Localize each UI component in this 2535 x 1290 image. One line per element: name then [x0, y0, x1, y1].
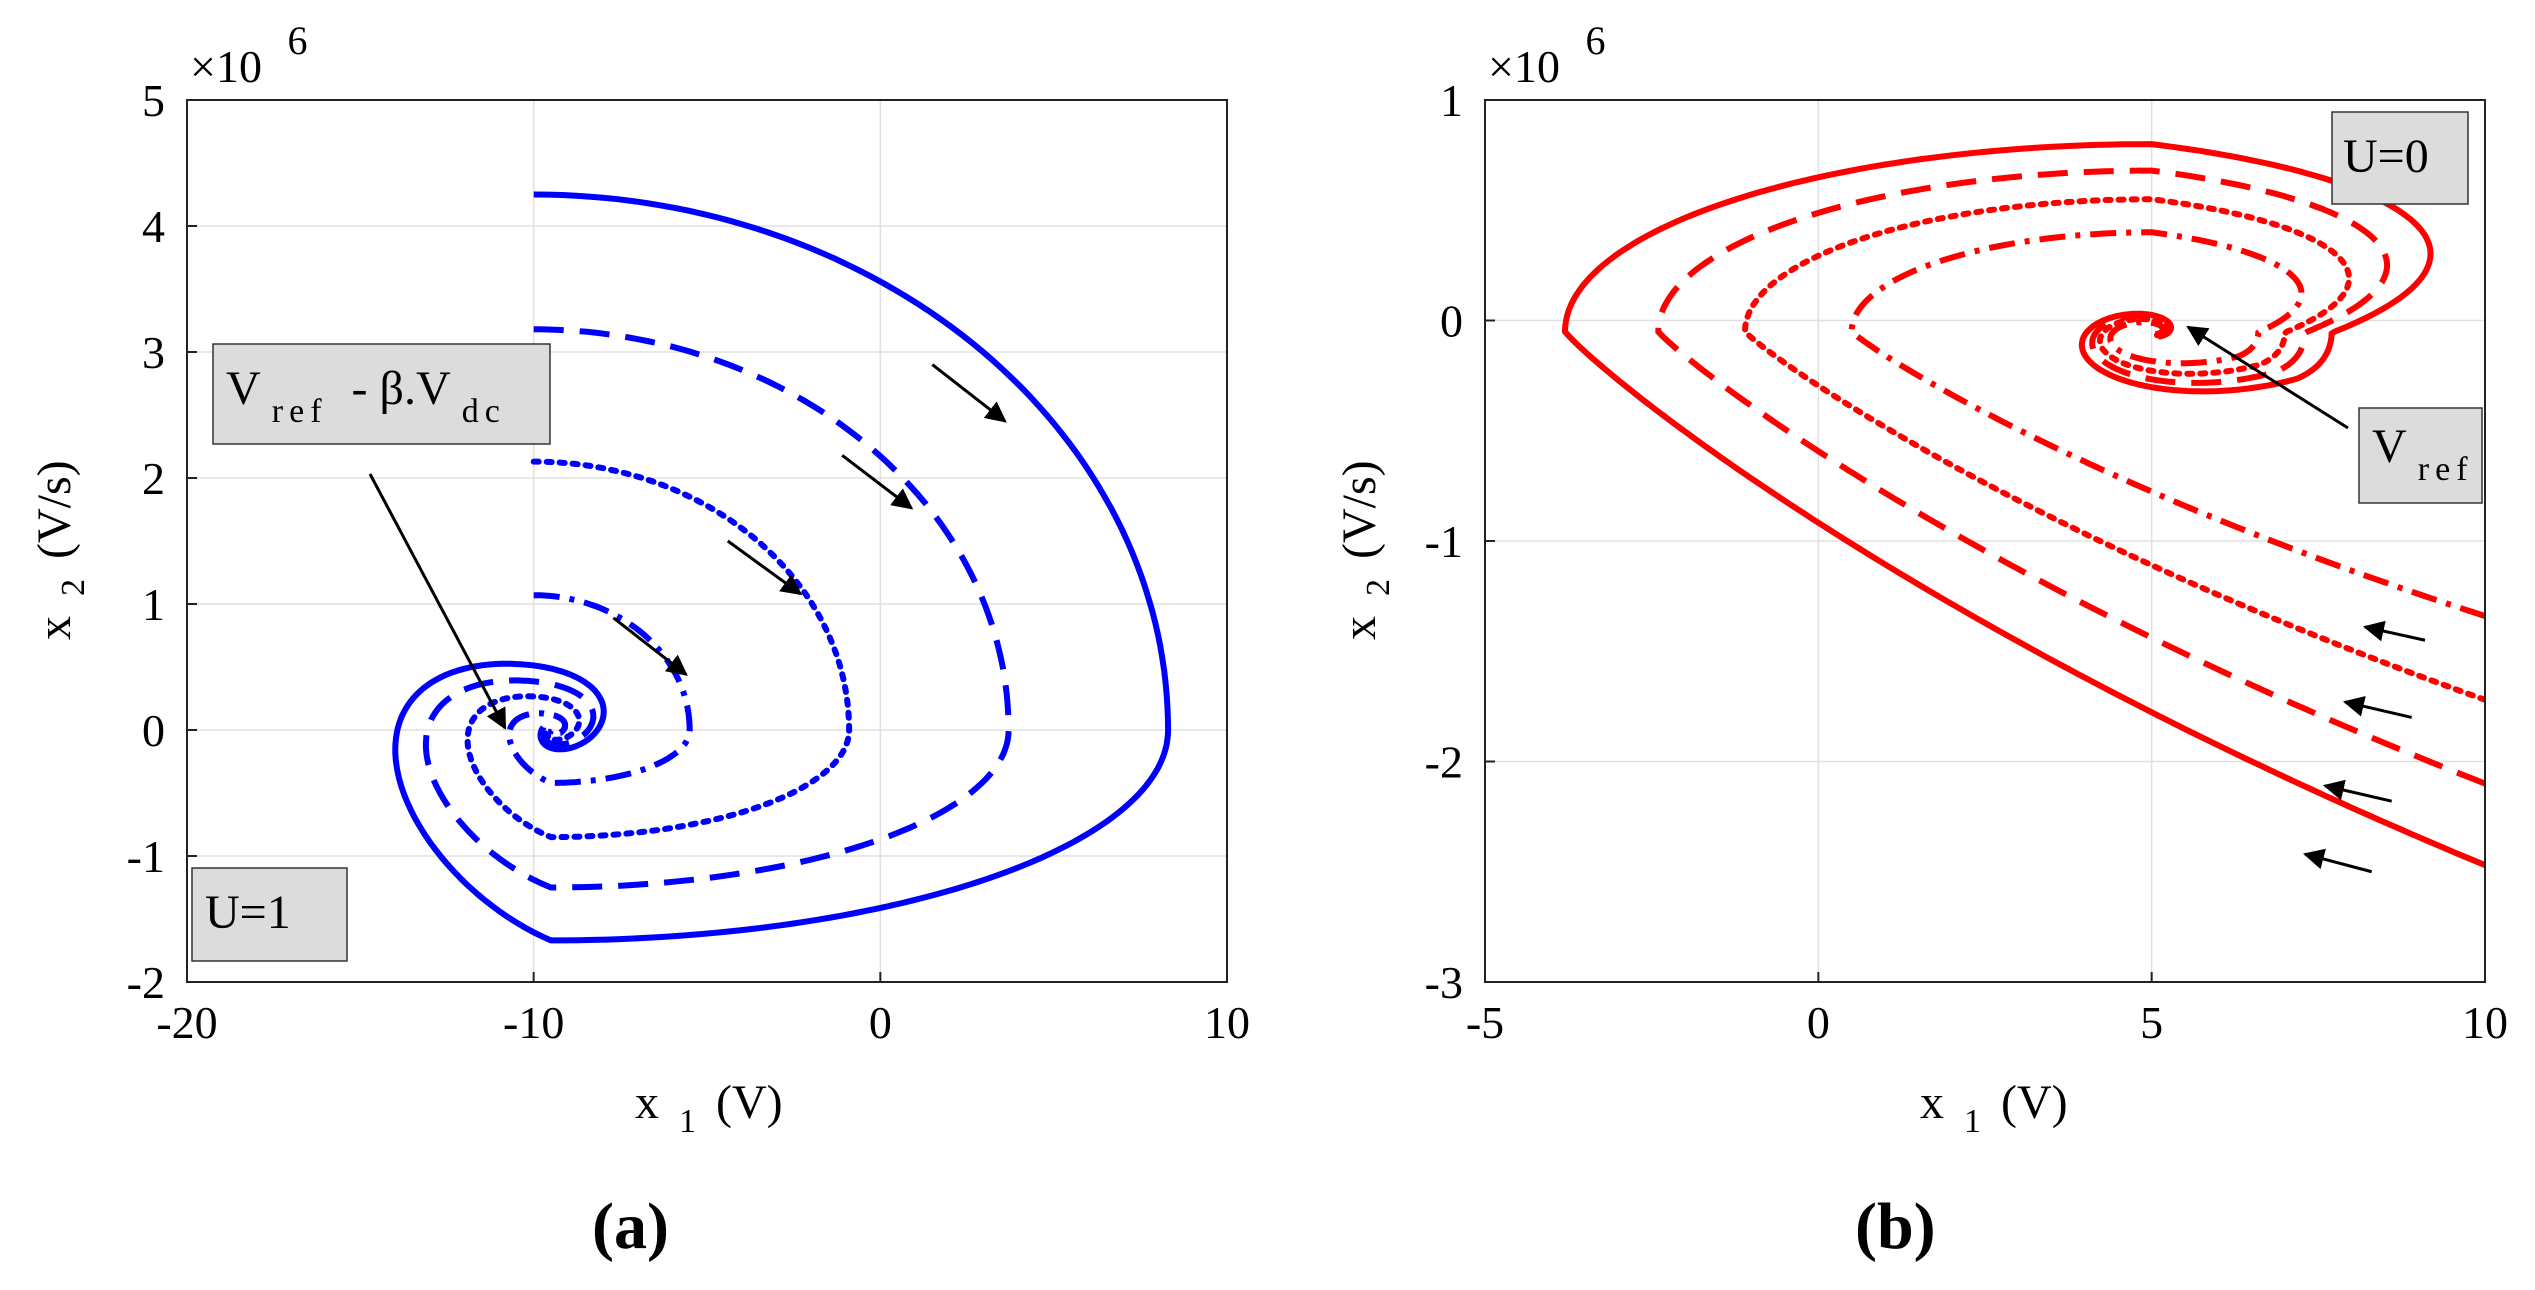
chart-a-xtick-label: -20 [156, 997, 217, 1048]
chart-a-xtick-label: 0 [869, 997, 892, 1048]
chart-b-xtick-label: 5 [2140, 997, 2163, 1048]
chart-a-ylabel-unit: (V/s) [28, 460, 81, 559]
chart-a-u-box [191, 867, 348, 962]
chart-b-series-dashed [1655, 167, 2485, 787]
chart-b-ylabel-main: x [1333, 616, 1386, 640]
chart-b-callout-vref: V ref [2186, 325, 2483, 504]
chart-b-xlabel-main: x [1920, 1076, 1944, 1129]
chart-b-callout-u-value: U=0 [2331, 111, 2469, 205]
chart-a-callout-main: V [226, 362, 261, 415]
chart-a-ytick-label: 1 [142, 579, 165, 630]
chart-b-direction-arrows [2302, 620, 2426, 874]
chart-a-direction-arrow [931, 363, 1007, 423]
chart-a-ylabel-sub: 2 [55, 579, 92, 596]
chart-a-exponent-power: 6 [287, 18, 307, 63]
chart-b-series-dashdot [1848, 229, 2485, 619]
chart-a-callout-sub1: ref [272, 393, 328, 430]
chart-b-xlabel: x 1 (V) [1920, 1076, 2068, 1143]
chart-a-direction-arrow [841, 454, 914, 510]
chart-b-callout-main: V [2372, 420, 2407, 473]
chart-b-u-box [2331, 111, 2469, 205]
chart-b-ytick-label: -3 [1425, 957, 1463, 1008]
chart-a-panel-label: (a) [592, 1190, 669, 1263]
chart-a-exponent: ×10 6 [190, 18, 307, 92]
chart-a-callout-sub2: dc [462, 393, 506, 430]
chart-a-xtick-label: 10 [1204, 997, 1250, 1048]
chart-b: -5 0 5 10 -3 -2 -1 0 1 ×10 6 x 1 (V) x 2 (V/s) V… [1333, 18, 2508, 1263]
chart-b-ytick-label: 0 [1440, 296, 1463, 347]
chart-b-xtick-label: 0 [1807, 997, 1830, 1048]
chart-b-xlabel-sub: 1 [1964, 1103, 1981, 1140]
chart-a-ytick-label: 2 [142, 453, 165, 504]
chart-a-callout-mid: - β.V [340, 362, 451, 415]
chart-b-xtick-label: -5 [1466, 997, 1504, 1048]
chart-a-direction-arrow [612, 616, 688, 676]
chart-a-series-solid [392, 191, 1172, 944]
chart-a-xlabel-unit: (V) [716, 1076, 783, 1129]
chart-a-ylabel-main: x [28, 616, 81, 640]
chart-a-xtick-label: -10 [503, 997, 564, 1048]
chart-b-xtick-label: 10 [2462, 997, 2508, 1048]
chart-b-u-text: U=0 [2343, 130, 2429, 183]
chart-a-ytick-label: 5 [142, 75, 165, 126]
chart-a-xlabel: x 1 (V) [635, 1076, 783, 1143]
chart-a-callout-u-value: U=1 [191, 867, 348, 962]
chart-b-callout-sub1: ref [2418, 451, 2474, 488]
chart-b-series-solid [1562, 141, 2485, 868]
chart-a-frame [186, 99, 1228, 983]
chart-a-plot-area [187, 100, 1227, 982]
chart-a-direction-arrows [612, 363, 1007, 676]
chart-b-exponent-base: ×10 [1488, 41, 1560, 92]
chart-b-exponent-power: 6 [1585, 18, 1605, 63]
chart-a-series-dashdot [506, 592, 693, 786]
chart-b-direction-arrow [2342, 695, 2413, 719]
chart-a-exponent-base: ×10 [190, 41, 262, 92]
chart-b-ticks: -5 0 5 10 -3 -2 -1 0 1 [1425, 75, 2508, 1048]
chart-a-ytick-label: -2 [127, 957, 165, 1008]
chart-b-callout-pointer [2186, 325, 2349, 430]
chart-a-ytick-label: 3 [142, 327, 165, 378]
chart-a-direction-arrow [726, 539, 803, 596]
chart-b-curves [1562, 141, 2485, 868]
chart-a-ytick-label: 0 [142, 705, 165, 756]
chart-a-ylabel: x 2 (V/s) [28, 460, 95, 640]
chart-b-ytick-label: 1 [1440, 75, 1463, 126]
chart-b-panel-label: (b) [1855, 1190, 1936, 1263]
chart-b-callout-box [2358, 407, 2483, 504]
chart-a-xlabel-sub: 1 [679, 1103, 696, 1140]
chart-b-ylabel: x 2 (V/s) [1333, 460, 1400, 640]
chart-a-ytick-label: 4 [142, 201, 165, 252]
chart-b-ylabel-sub: 2 [1360, 579, 1397, 596]
chart-a-u-text: U=1 [205, 886, 291, 939]
chart-b-ylabel-unit: (V/s) [1333, 460, 1386, 559]
chart-a-series-dashed [422, 326, 1012, 891]
chart-a-xlabel-main: x [635, 1076, 659, 1129]
chart-a-ytick-label: -1 [127, 831, 165, 882]
chart-a-series-dotted [464, 458, 853, 841]
chart-b-direction-arrow [2322, 779, 2393, 803]
chart-b-ytick-label: -1 [1425, 516, 1463, 567]
chart-a-callout-pointer [368, 473, 507, 730]
chart-b-exponent: ×10 6 [1488, 18, 1605, 92]
chart-a-callout-text: V ref - β.V dc [226, 362, 506, 433]
chart-b-xlabel-unit: (V) [2001, 1076, 2068, 1129]
chart-a-callout-vref-beta-vdc: V ref - β.V dc [212, 343, 551, 730]
chart-a-curves [392, 191, 1172, 944]
chart-b-ytick-label: -2 [1425, 737, 1463, 788]
chart-b-callout-text: V ref [2372, 420, 2474, 488]
chart-b-direction-arrow [2302, 848, 2373, 874]
chart-b-direction-arrow [2362, 620, 2426, 642]
chart-a-callout-box [212, 343, 551, 445]
